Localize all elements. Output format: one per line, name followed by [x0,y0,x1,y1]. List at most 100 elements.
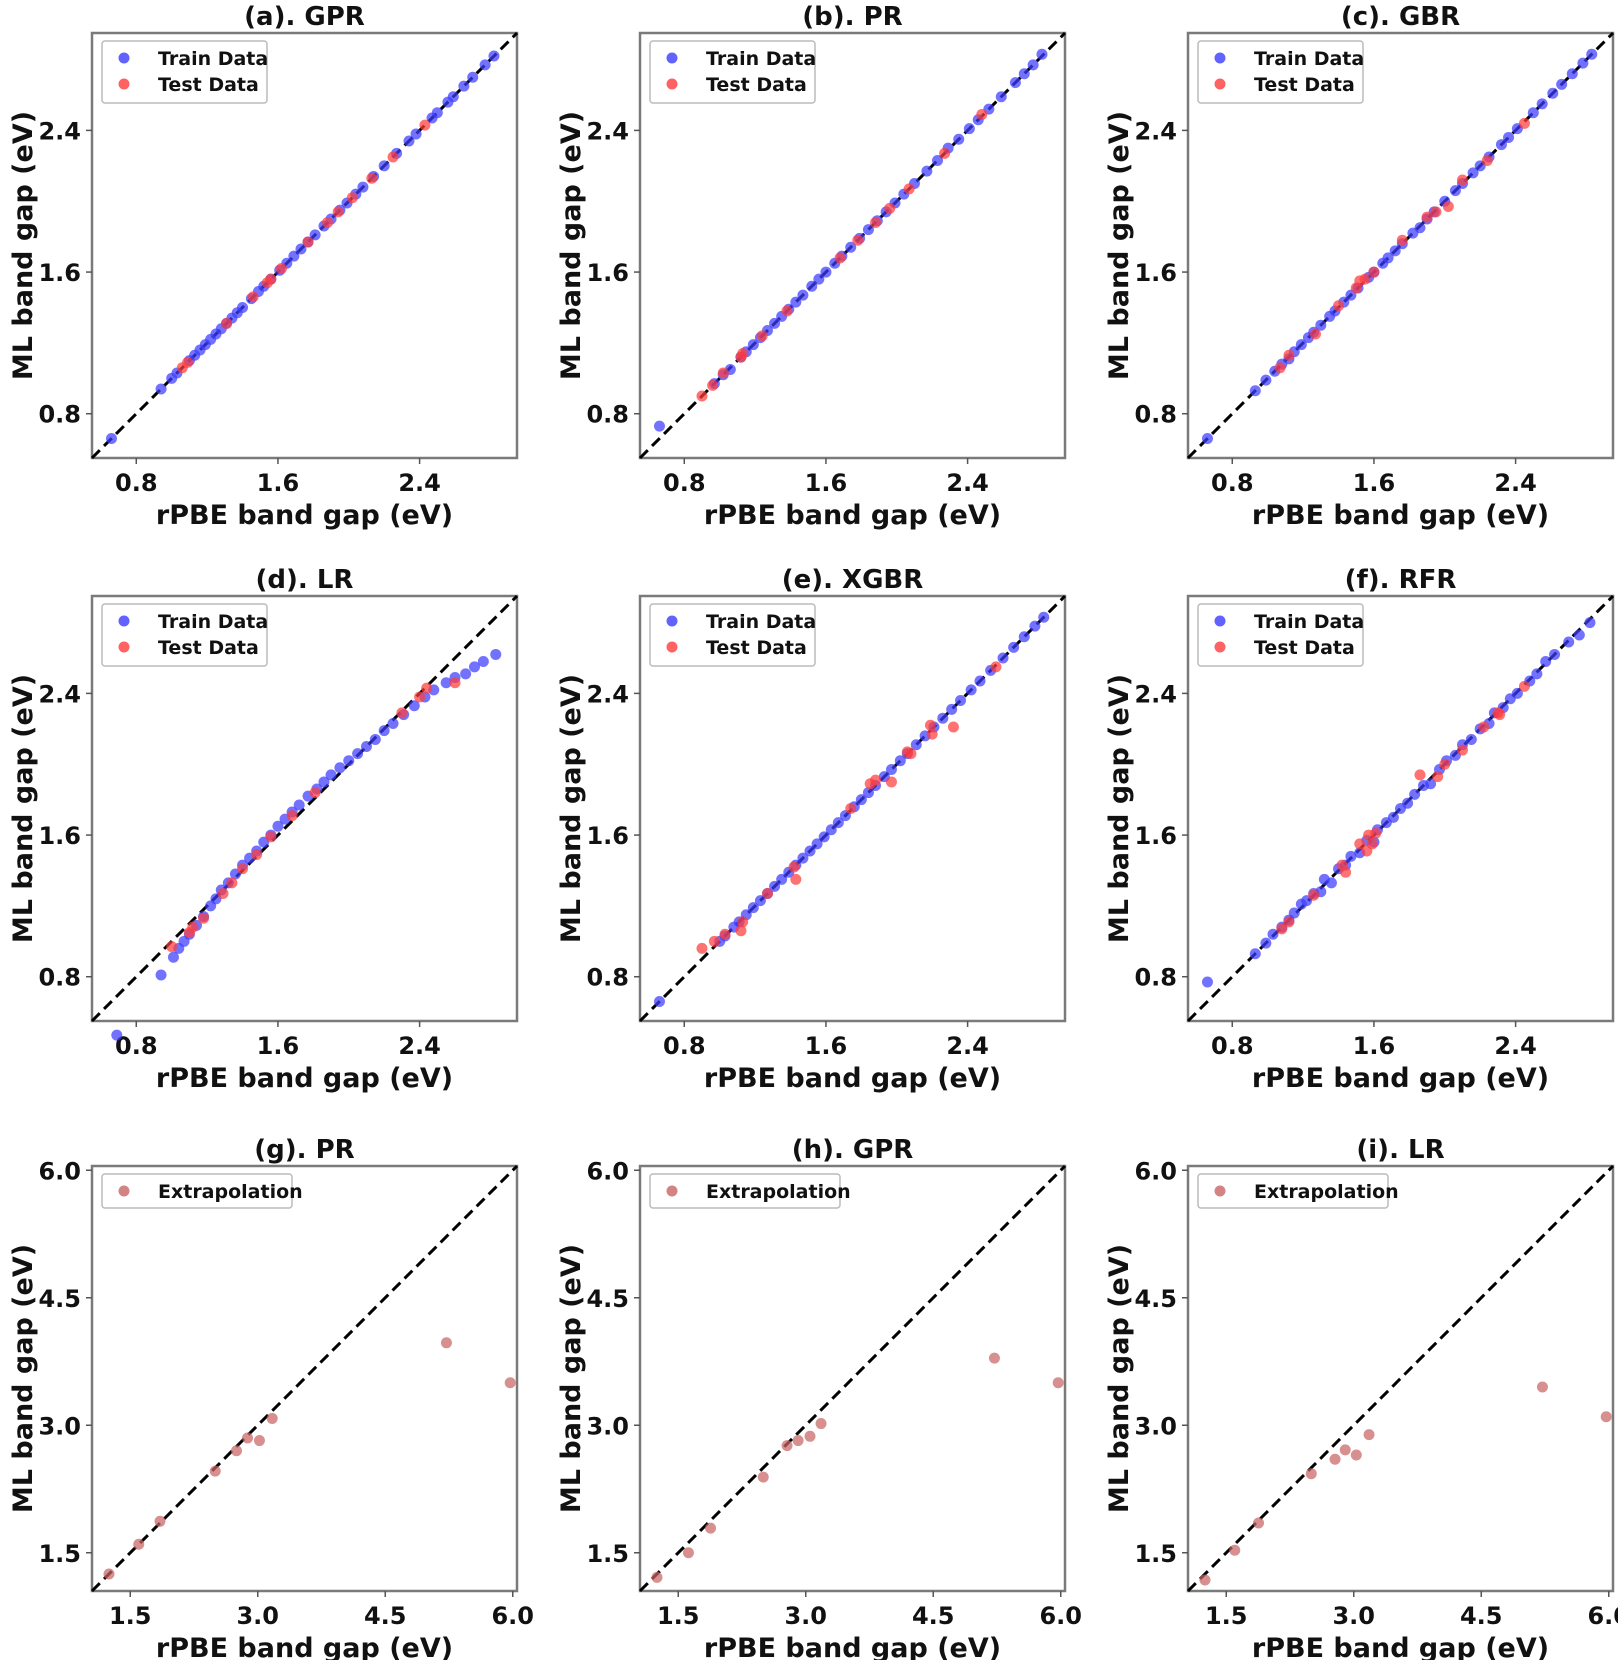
y-tick-label: 4.5 [1134,1285,1177,1313]
data-point [806,280,818,292]
data-point [403,135,415,147]
data-point [1308,889,1320,901]
y-axis-label: ML band gap (eV) [8,674,39,943]
y-tick-label: 2.4 [586,680,629,708]
data-point [804,1430,816,1442]
data-point [1305,1468,1317,1480]
data-point [769,317,781,329]
y-tick-label: 0.8 [38,964,81,992]
y-axis-label: ML band gap (eV) [1104,674,1135,943]
data-point [990,661,1002,673]
panel-b: 0.8 1.6 2.4 0.8 1.6 2.4 (b). PR rPBE band gap (… [556,2,1067,531]
data-point [788,861,800,873]
data-point [947,721,959,733]
data-point [682,1547,694,1559]
data-point [237,301,249,313]
x-axis-label: rPBE band gap (eV) [156,1633,453,1660]
y-axis-label: ML band gap (eV) [8,1244,39,1513]
y-tick-label: 0.8 [586,401,629,429]
data-point [1573,629,1585,641]
data-point [1414,222,1426,234]
x-tick-label: 2.4 [946,469,989,497]
data-point [1540,656,1552,668]
data-point [1518,680,1530,692]
data-point [862,224,874,236]
legend-label: Test Data [1254,637,1355,659]
x-axis-label: rPBE band gap (eV) [156,1063,453,1094]
data-point [910,739,922,751]
data-point [965,684,977,696]
x-axis-label: rPBE band gap (eV) [156,500,453,531]
data-point [953,133,965,145]
y-tick-label: 0.8 [586,964,629,992]
x-tick-label: 2.4 [1494,469,1537,497]
legend-marker [1214,1185,1226,1197]
data-point [1382,252,1394,264]
y-tick-label: 1.6 [586,259,629,287]
y-tick-label: 1.6 [586,822,629,850]
legend: Extrapolation [101,1173,303,1209]
data-point [226,877,238,889]
data-point [318,776,330,788]
data-point [504,1377,516,1389]
data-point [974,675,986,687]
y-tick-label: 1.5 [38,1540,81,1568]
legend-box [101,1173,293,1209]
data-point [820,266,832,278]
data-point [834,252,846,264]
legend-label: Extrapolation [158,1181,303,1203]
x-tick-label: 1.6 [1353,469,1396,497]
y-axis-label: ML band gap (eV) [556,674,587,943]
data-point [1310,328,1321,340]
data-point [155,969,167,981]
data-point [747,339,759,351]
legend-box [649,603,816,667]
x-tick-label: 1.5 [657,1602,700,1630]
legend-label: Extrapolation [706,1181,851,1203]
data-point [1340,866,1352,878]
legend-marker [118,52,130,64]
data-point [756,330,768,342]
data-point [955,694,967,706]
data-point [845,803,857,814]
x-tick-label: 4.5 [364,1602,407,1630]
panel-title: (c). GBR [1341,2,1460,32]
data-point [651,1571,663,1583]
data-point [797,289,809,301]
data-point [387,718,399,729]
data-point [387,151,399,163]
data-point [1325,877,1337,889]
data-point [825,824,837,836]
panel-g: 1.5 3.0 4.5 6.0 1.5 3.0 4.5 6.0 (g). PR rPBE band… [8,1135,534,1660]
x-tick-label: 6.0 [1587,1602,1618,1630]
data-point [309,787,321,799]
data-point [804,845,816,857]
data-point [988,1352,1000,1364]
data-point [781,1440,793,1452]
data-point [414,691,426,703]
x-tick-label: 2.4 [1494,1032,1537,1060]
panel-f: 0.8 1.6 2.4 0.8 1.6 2.4 (f). RFR rPBE band gap … [1104,565,1615,1094]
data-point [1036,48,1048,60]
data-point [334,762,346,774]
x-tick-label: 1.6 [257,469,300,497]
y-tick-label: 6.0 [1134,1157,1177,1185]
data-point [708,935,720,947]
data-point [769,880,781,892]
data-point [242,1432,254,1444]
data-point [790,296,802,308]
y-tick-label: 4.5 [586,1285,629,1313]
data-point [1503,131,1515,143]
data-point [884,202,896,214]
data-point [221,317,233,329]
data-point [469,661,480,673]
x-tick-label: 1.5 [1205,1602,1248,1630]
panel-i: 1.5 3.0 4.5 6.0 1.5 3.0 4.5 6.0 (i). LR rPBE band… [1104,1135,1618,1660]
x-axis-label: rPBE band gap (eV) [704,500,1001,531]
y-axis-label: ML band gap (eV) [556,111,587,380]
data-point [166,941,178,953]
series-test-data [696,108,988,402]
y-axis-label: ML band gap (eV) [1104,111,1135,380]
data-point [440,1337,452,1349]
data-point [653,420,665,432]
